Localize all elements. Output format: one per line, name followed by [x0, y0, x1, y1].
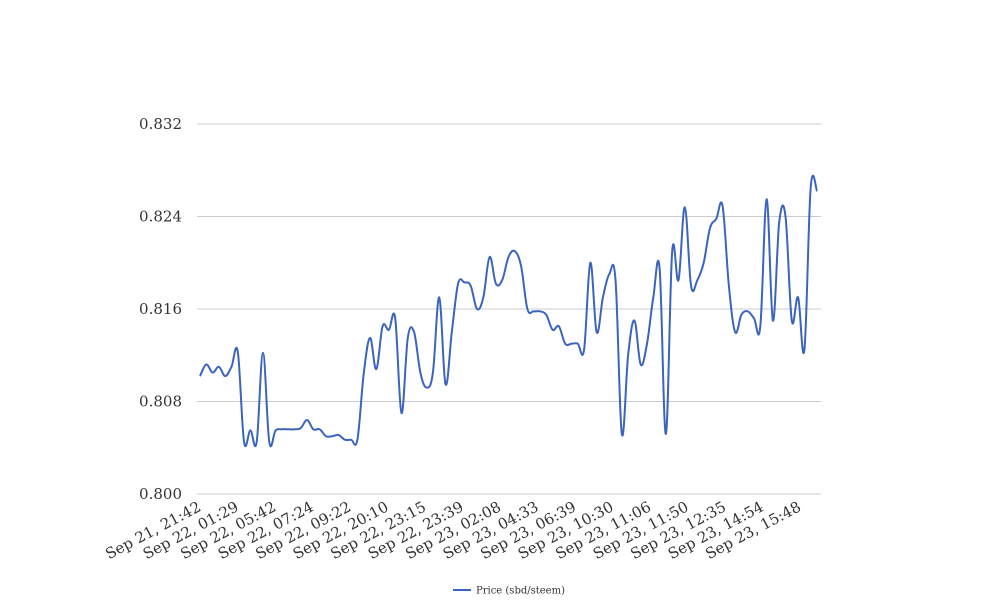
y-tick-label: 0.800	[139, 485, 182, 503]
y-tick-label: 0.824	[139, 208, 182, 226]
series-line-price	[199, 174, 818, 448]
y-tick-label: 0.832	[139, 115, 182, 133]
legend-label: Price (sbd/steem)	[476, 586, 565, 597]
legend[interactable]: Price (sbd/steem)	[453, 586, 565, 597]
y-tick-label: 0.808	[139, 393, 182, 411]
y-tick-label: 0.816	[139, 300, 182, 318]
grid-lines	[197, 123, 821, 495]
series-layer	[199, 174, 818, 448]
y-axis-ticks: 0.800 0.808 0.816 0.824 0.832	[139, 115, 182, 503]
